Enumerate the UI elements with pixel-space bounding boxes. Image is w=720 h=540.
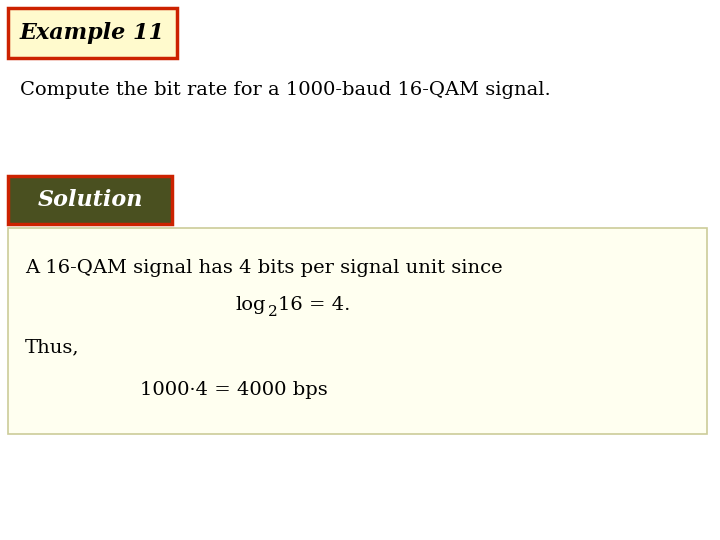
- FancyBboxPatch shape: [8, 8, 177, 58]
- Text: 2: 2: [268, 305, 278, 319]
- FancyBboxPatch shape: [8, 228, 707, 434]
- Text: 1000·4 = 4000 bps: 1000·4 = 4000 bps: [140, 381, 328, 399]
- Text: log: log: [235, 296, 266, 314]
- Text: Example 11: Example 11: [19, 22, 164, 44]
- Text: Compute the bit rate for a 1000-baud 16-QAM signal.: Compute the bit rate for a 1000-baud 16-…: [20, 81, 551, 99]
- Text: Solution: Solution: [37, 189, 143, 211]
- Text: A 16-QAM signal has 4 bits per signal unit since: A 16-QAM signal has 4 bits per signal un…: [25, 259, 503, 277]
- FancyBboxPatch shape: [8, 176, 172, 224]
- Text: Thus,: Thus,: [25, 338, 79, 356]
- Text: 16 = 4.: 16 = 4.: [278, 296, 351, 314]
